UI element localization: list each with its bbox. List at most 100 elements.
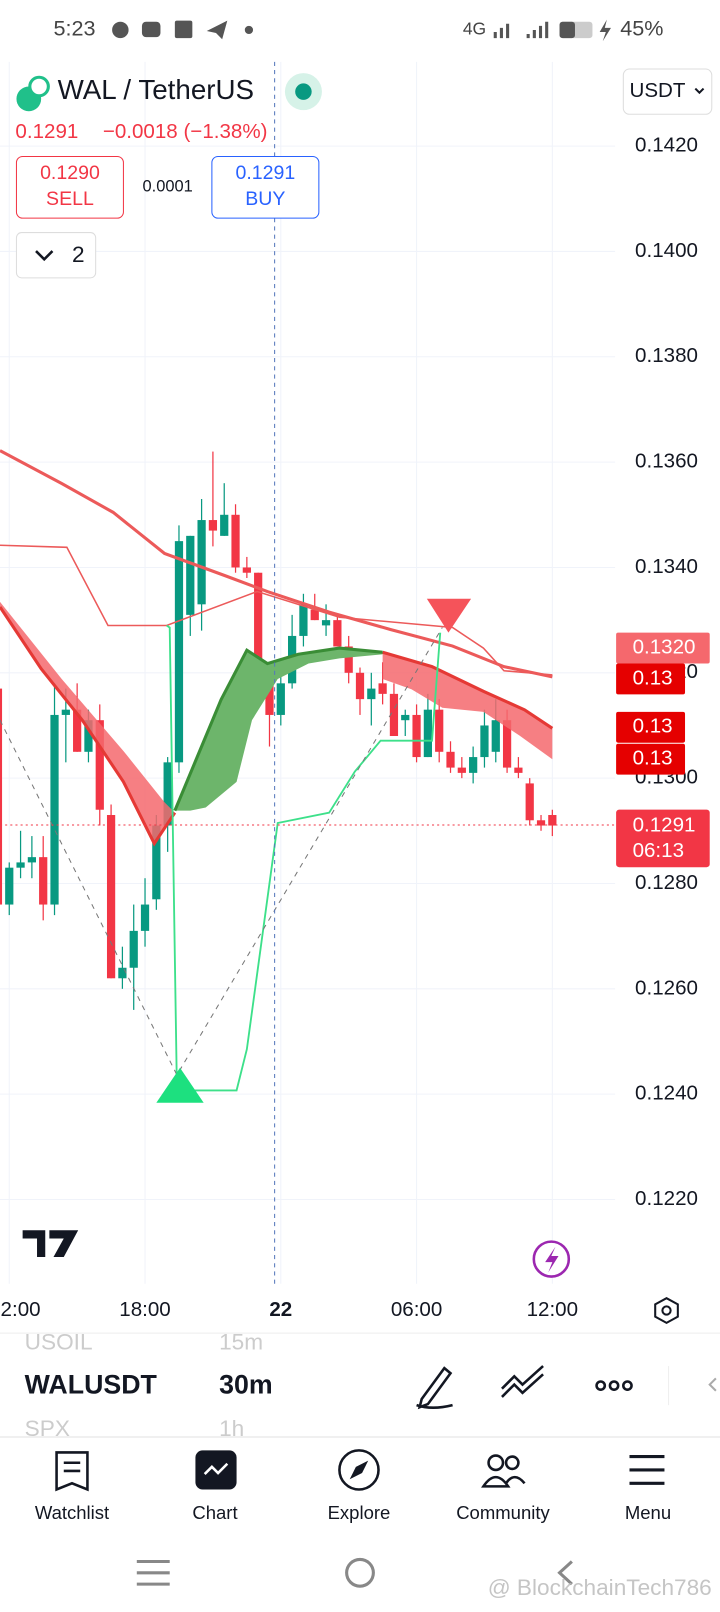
sell-button[interactable] (15, 155, 124, 219)
candle-body (61, 709, 70, 715)
candle-body (95, 720, 104, 810)
nav-label[interactable]: Menu (625, 1502, 671, 1523)
bottom-nav: Watchlist Chart Explore Community Menu (35, 1449, 671, 1523)
coin-icon (28, 75, 50, 98)
chart-icon (203, 1462, 229, 1475)
indicators-toggle[interactable] (15, 232, 97, 279)
menu-icon (629, 1455, 665, 1485)
indicators-button[interactable] (501, 1365, 544, 1398)
community-icon (481, 1454, 526, 1488)
candle-body (242, 567, 251, 573)
charging (599, 19, 611, 42)
candle-body (254, 572, 263, 684)
nav-label[interactable]: Watchlist (35, 1502, 109, 1523)
candle-body (27, 857, 36, 863)
candle-body (321, 620, 331, 626)
system-recents[interactable] (136, 1559, 170, 1586)
nav-labels: Watchlist Chart Explore Community Menu (35, 1502, 671, 1523)
candle-body (220, 514, 229, 536)
x-tick-label: 18:00 (119, 1298, 170, 1321)
settings-button[interactable] (654, 1296, 679, 1325)
chevron (35, 250, 54, 262)
sell-label[interactable]: SELL (46, 188, 94, 210)
y-tick-label: 0.1220 (635, 1187, 698, 1210)
y-tick-label: 0.1400 (635, 239, 698, 262)
price-tag-label: 0.13 (633, 666, 673, 689)
more-button[interactable] (595, 1380, 633, 1391)
explore-icon (338, 1449, 380, 1491)
candle-body (514, 767, 523, 773)
y-tick-label: 0.1280 (635, 871, 698, 894)
price-tag (616, 663, 686, 695)
candle-body (163, 762, 172, 826)
candle-body (152, 825, 161, 900)
watchlist-icon (55, 1451, 89, 1492)
x-tick-label: 06:00 (391, 1298, 442, 1321)
network: 4G (463, 19, 486, 39)
tv-logo (22, 1230, 79, 1258)
dropdown-icon (694, 87, 705, 95)
nav-label[interactable]: Explore (328, 1502, 391, 1523)
candle-body (5, 867, 14, 905)
sell-price[interactable]: 0.1290 (40, 162, 100, 184)
currency[interactable]: USDT (629, 79, 685, 102)
settings-icon (661, 1305, 672, 1316)
x-tick-label: 22 (269, 1298, 292, 1321)
buy-price[interactable]: 0.1291 (235, 162, 295, 184)
collapse[interactable] (708, 1377, 717, 1392)
spread: 0.0001 (143, 178, 193, 196)
symbol-selector[interactable]: WALUSDT (25, 1370, 158, 1400)
symbol-option[interactable]: USOIL (25, 1329, 93, 1354)
candle-body (39, 857, 48, 905)
status-icon (244, 25, 254, 35)
candle-body (231, 514, 240, 568)
buy-label[interactable]: BUY (245, 188, 285, 210)
candle-body (140, 904, 150, 931)
candle-body (548, 815, 557, 826)
band-red (382, 652, 553, 760)
candle-body (174, 541, 184, 763)
candle-body (389, 693, 399, 737)
interval-option[interactable]: 15m (219, 1329, 263, 1354)
y-tick-label: 0.1360 (635, 450, 698, 473)
header: WAL / TetherUS USDT 0.1291 −0.0018 (−1.3… (15, 68, 713, 279)
indicators-count[interactable]: 2 (72, 242, 85, 267)
battery-percent: 45% (620, 16, 663, 41)
toolbar: USOIL 15m WALUSDT 30m SPX 1h (25, 1329, 717, 1441)
system-back[interactable] (557, 1560, 573, 1586)
candle-body (378, 683, 387, 694)
market-status (295, 83, 312, 100)
candle-body (423, 709, 432, 758)
price-tag (616, 711, 686, 743)
nav-label[interactable]: Chart (192, 1502, 237, 1523)
system-home[interactable] (345, 1557, 375, 1588)
moving-average (0, 449, 553, 679)
sell-signal (426, 598, 472, 633)
nav-label[interactable]: Community (456, 1502, 550, 1523)
battery-level (559, 21, 575, 39)
candle-body (536, 820, 546, 826)
symbol[interactable]: WAL / TetherUS (58, 74, 255, 105)
band-edge (173, 646, 383, 812)
last-price-tag (616, 809, 710, 868)
trail-line (0, 544, 553, 676)
buy-button[interactable] (211, 155, 320, 219)
status-time: 5:23 (53, 16, 95, 41)
band-red (0, 601, 175, 844)
band-edge (0, 606, 554, 847)
candle-body (367, 688, 376, 700)
price-tag-label: 0.13 (633, 747, 673, 770)
candle-body (502, 720, 512, 768)
interval-selector[interactable]: 30m (219, 1370, 273, 1400)
candle-body (208, 520, 218, 531)
price-tag-label: 0.13 (633, 715, 673, 738)
candle-body (435, 709, 444, 752)
candle-body (412, 714, 421, 758)
candle-body (118, 967, 127, 979)
currency-button[interactable] (622, 68, 713, 115)
draw-button[interactable] (416, 1366, 453, 1410)
indicators (0, 61, 616, 1286)
price-tag (616, 632, 710, 664)
x-tick-label: 12:00 (527, 1298, 578, 1321)
candle-body (186, 535, 195, 615)
